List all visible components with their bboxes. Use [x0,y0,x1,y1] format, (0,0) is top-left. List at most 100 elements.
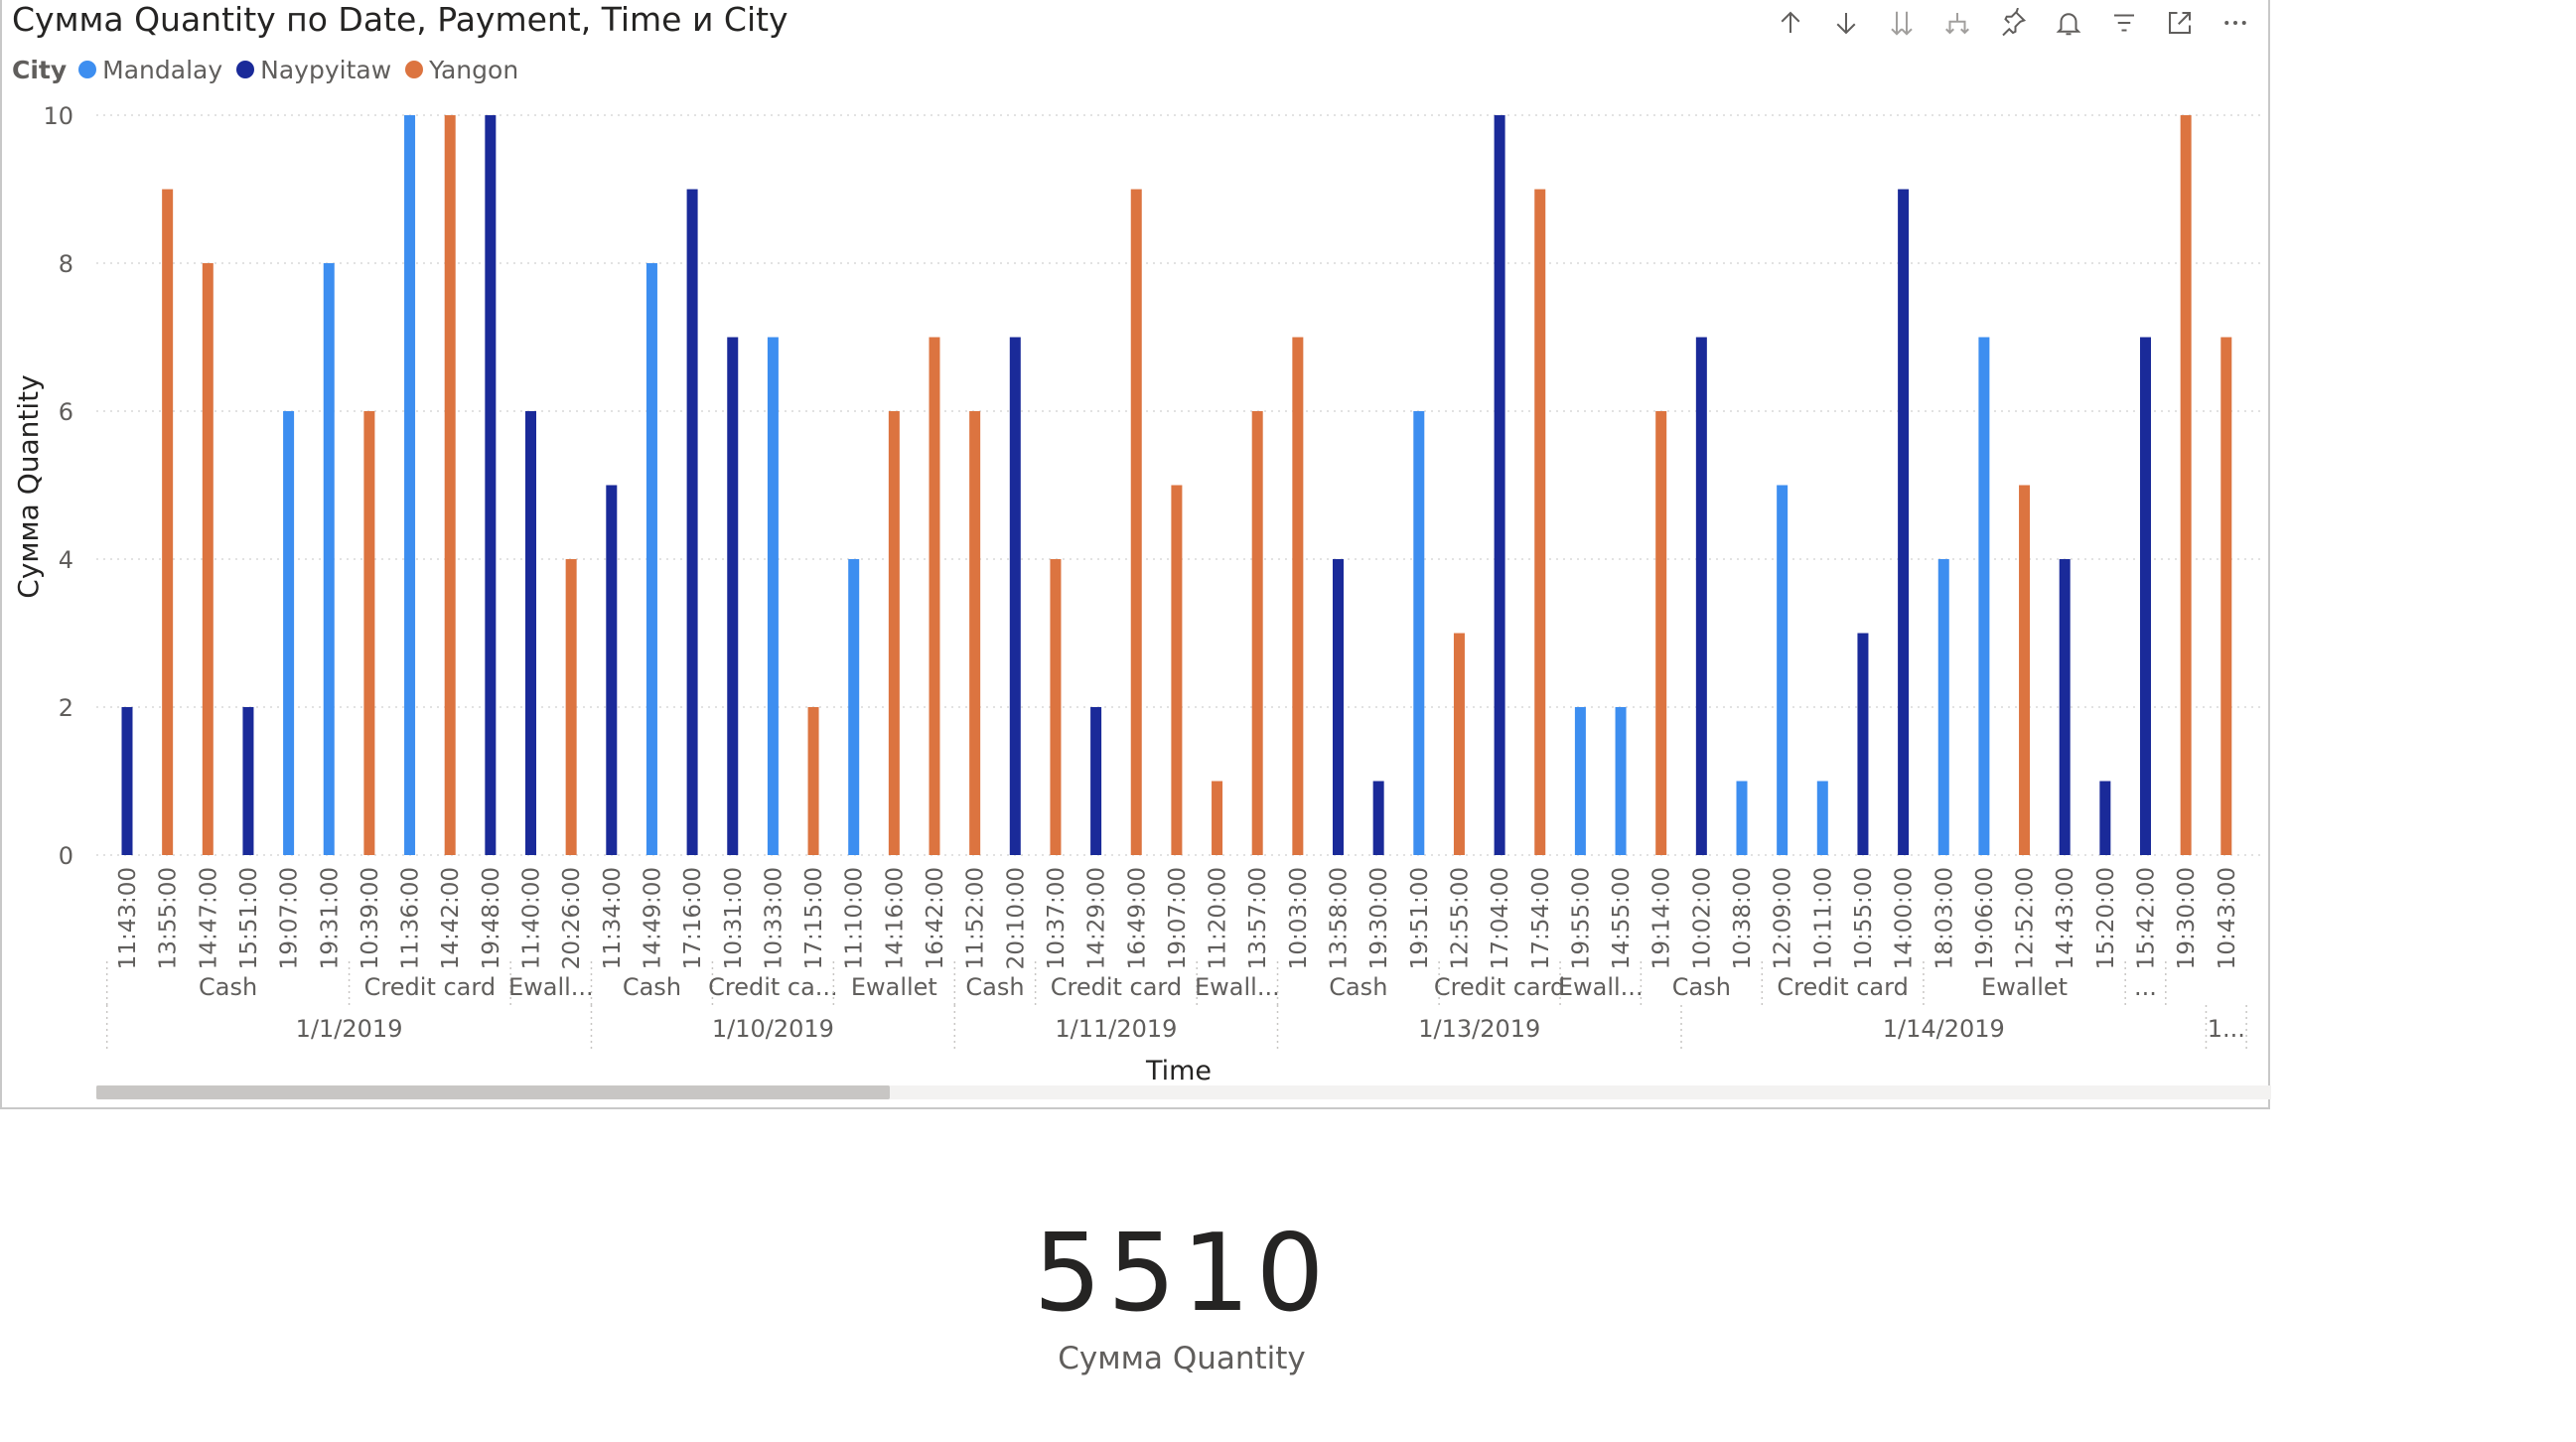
y-tick-label: 0 [59,842,73,870]
x-tick-label: 15:42:00 [2134,867,2160,969]
bar-yangon[interactable] [1130,189,1142,856]
bar-yangon[interactable] [444,115,456,855]
bar-mandalay[interactable] [1937,559,1949,855]
bar-yangon[interactable] [1655,411,1667,855]
bar-mandalay[interactable] [848,559,860,855]
x-tick-label: 19:55:00 [1568,867,1594,969]
bar-naypyitaw[interactable] [1372,781,1384,856]
chart-visual[interactable]: Сумма Quantity по Date, Payment, Time и … [0,0,2271,1109]
bar-yangon[interactable] [1534,189,1546,856]
x-tick-label: 19:07:00 [277,867,303,969]
bar-yangon[interactable] [1171,485,1183,856]
bar-naypyitaw[interactable] [2059,559,2071,855]
payment-group-label: Ewall... [1558,973,1644,1001]
bar-mandalay[interactable] [1413,411,1425,855]
scrollbar-thumb[interactable] [96,1085,891,1099]
bar-naypyitaw[interactable] [121,707,133,855]
x-tick-label: 10:02:00 [1689,867,1715,969]
payment-group-label: Cash [1672,973,1731,1001]
payment-group-label: Credit card [364,973,496,1001]
x-tick-label: 16:49:00 [1124,867,1150,969]
bar-naypyitaw[interactable] [1695,337,1707,856]
x-tick-label: 11:10:00 [842,867,868,969]
focus-mode-icon[interactable] [2161,4,2199,42]
bar-yangon[interactable] [888,411,900,855]
chart-legend: City Mandalay Naypyitaw Yangon [12,50,532,89]
bar-naypyitaw[interactable] [2140,337,2151,856]
bar-yangon[interactable] [2220,337,2232,856]
x-tick-label: 19:14:00 [1649,867,1675,969]
bar-mandalay[interactable] [1777,485,1789,856]
alert-bell-icon[interactable] [2050,4,2087,42]
legend-item-yangon[interactable]: Yangon [405,56,518,84]
bar-yangon[interactable] [1212,781,1223,856]
expand-all-down-icon[interactable] [1883,4,1921,42]
legend-item-mandalay[interactable]: Mandalay [78,56,222,84]
bar-yangon[interactable] [969,411,981,855]
bar-naypyitaw[interactable] [1333,559,1344,855]
bar-mandalay[interactable] [323,263,335,855]
bar-yangon[interactable] [1292,337,1304,856]
bar-yangon[interactable] [202,263,214,855]
bar-naypyitaw[interactable] [2099,781,2111,856]
bar-naypyitaw[interactable] [1009,337,1021,856]
bar-yangon[interactable] [1251,411,1263,855]
payment-group-label: Ewall... [508,973,594,1001]
bar-naypyitaw[interactable] [242,707,254,855]
x-tick-label: 19:48:00 [479,867,504,969]
bar-mandalay[interactable] [1574,707,1586,855]
bar-naypyitaw[interactable] [1090,707,1102,855]
bar-naypyitaw[interactable] [1857,633,1869,856]
horizontal-scrollbar[interactable] [96,1085,2271,1099]
bar-yangon[interactable] [807,707,819,855]
x-tick-label: 10:39:00 [358,867,383,969]
more-options-icon[interactable] [2217,4,2254,42]
bar-yangon[interactable] [1050,559,1062,855]
y-axis-title: Сумма Quantity [12,374,45,598]
bar-naypyitaw[interactable] [525,411,536,855]
payment-group-label: Credit card [1434,973,1565,1001]
x-tick-label: 15:20:00 [2093,867,2119,969]
bar-mandalay[interactable] [1978,337,1990,856]
bar-naypyitaw[interactable] [727,337,739,856]
bar-yangon[interactable] [2180,115,2192,855]
drill-up-icon[interactable] [1772,4,1809,42]
bar-naypyitaw[interactable] [606,485,618,856]
bar-yangon[interactable] [565,559,577,855]
bar-naypyitaw[interactable] [1898,189,1910,856]
bar-mandalay[interactable] [767,337,779,856]
bar-mandalay[interactable] [1615,707,1627,855]
drill-hierarchy-icon[interactable] [1938,4,1976,42]
bar-yangon[interactable] [162,189,174,856]
bar-naypyitaw[interactable] [1494,115,1505,855]
bar-yangon[interactable] [929,337,940,856]
payment-group-label: Ewallet [1981,973,2068,1001]
bar-mandalay[interactable] [645,263,657,855]
x-tick-label: 17:04:00 [1488,867,1513,969]
x-tick-label: 17:15:00 [801,867,827,969]
bar-mandalay[interactable] [1736,781,1748,856]
drill-down-icon[interactable] [1827,4,1865,42]
bar-mandalay[interactable] [283,411,295,855]
bar-yangon[interactable] [1453,633,1465,856]
y-tick-label: 8 [59,250,73,278]
x-tick-label: 14:42:00 [438,867,464,969]
x-tick-label: 17:54:00 [1528,867,1554,969]
legend-item-naypyitaw[interactable]: Naypyitaw [236,56,391,84]
pin-icon[interactable] [1994,4,2032,42]
x-axis-title: Time [1145,1056,1212,1086]
bar-yangon[interactable] [2019,485,2031,856]
bar-naypyitaw[interactable] [686,189,698,856]
x-tick-label: 18:03:00 [1932,867,1957,969]
x-tick-label: 14:16:00 [882,867,908,969]
bar-naypyitaw[interactable] [485,115,497,855]
bar-mandalay[interactable] [404,115,416,855]
payment-group-label: Ewallet [851,973,937,1001]
payment-group-label: Cash [623,973,681,1001]
x-tick-label: 16:42:00 [923,867,948,969]
filter-icon[interactable] [2105,4,2143,42]
date-group-label: 1... [2208,1015,2245,1043]
bar-yangon[interactable] [363,411,375,855]
x-tick-label: 11:36:00 [398,867,424,969]
bar-mandalay[interactable] [1816,781,1828,856]
